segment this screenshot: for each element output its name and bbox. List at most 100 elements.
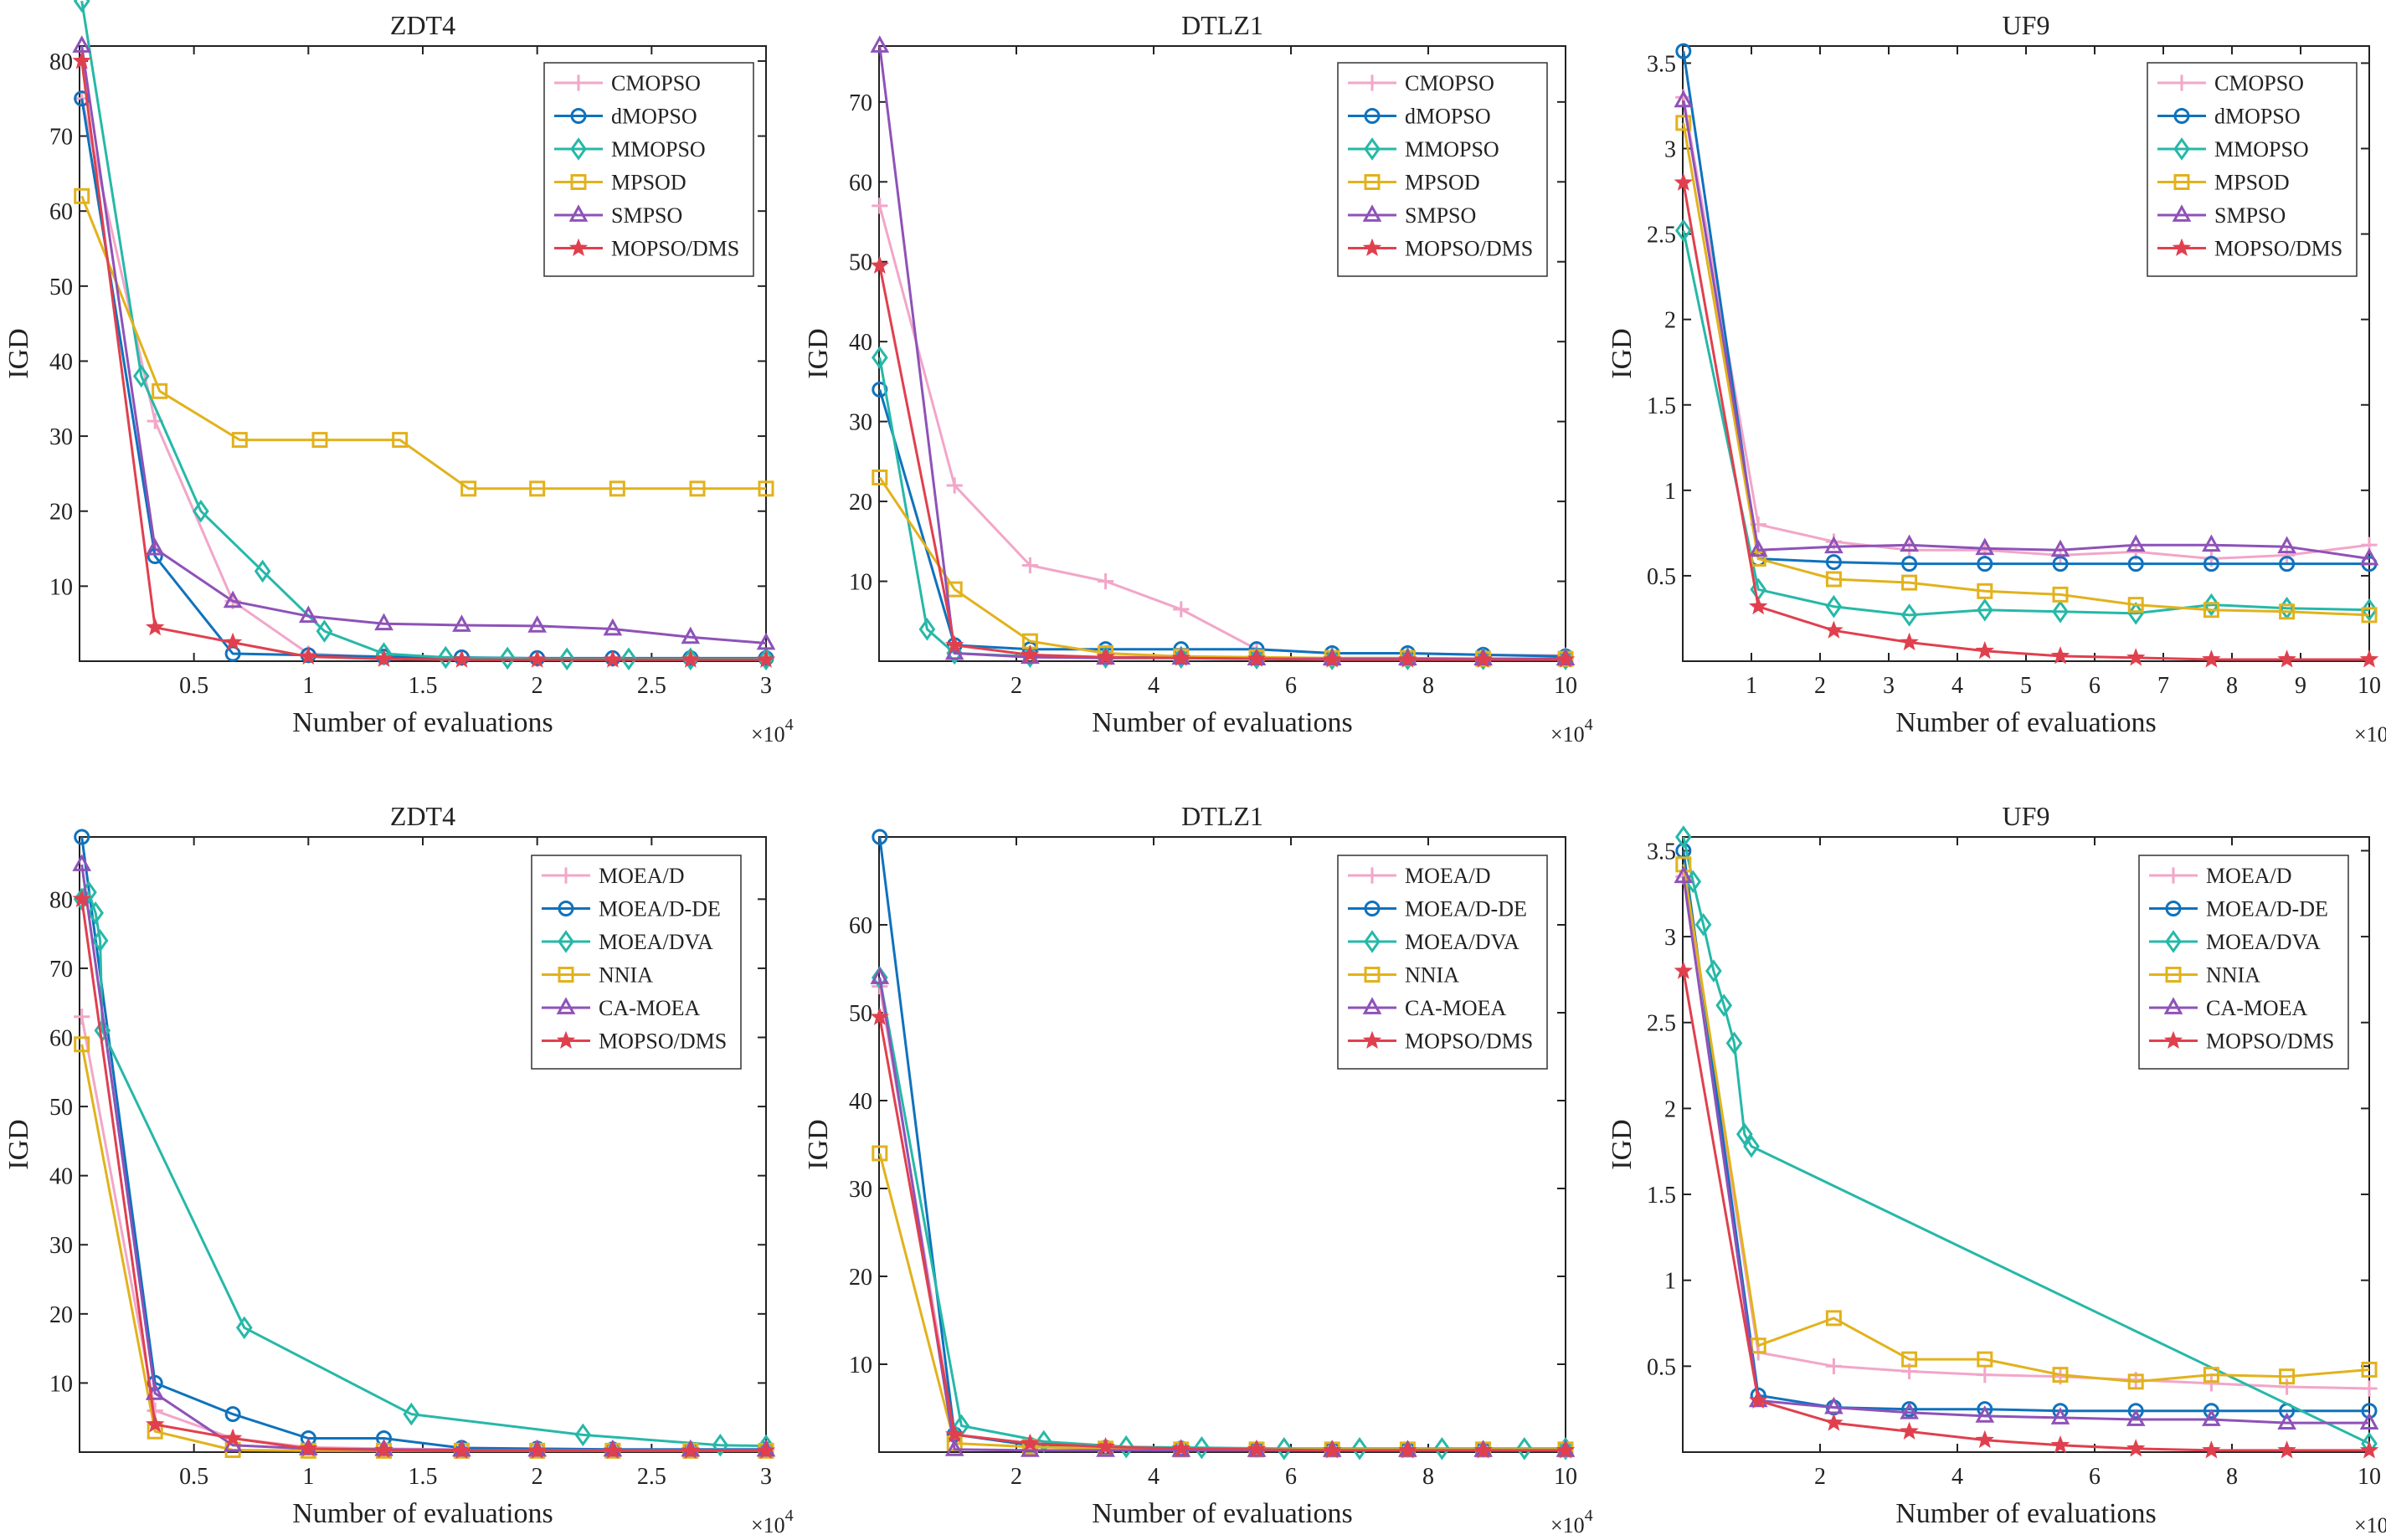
legend-marker — [568, 204, 589, 222]
data-point — [299, 1439, 318, 1457]
chart-panel: DTLZ1 2 4 6 8 10 10 20 30 40 50 60 70 Number of evalu… — [803, 10, 1593, 747]
data-point — [2050, 539, 2070, 557]
data-point — [1556, 649, 1576, 668]
data-point — [1096, 1436, 1115, 1455]
data-point — [603, 649, 623, 668]
data-point — [1725, 1031, 1743, 1055]
y-tick-label: 80 — [49, 49, 73, 75]
y-tick-label: 3.5 — [1647, 51, 1676, 77]
data-point — [145, 537, 165, 556]
data-point — [1398, 1440, 1417, 1459]
data-point — [1743, 1134, 1760, 1158]
data-point — [944, 635, 964, 654]
data-point — [2126, 1439, 2146, 1457]
legend: MOEA/D MOEA/D-DE MOEA/DVA NNIA CA-MOEA MOPSO/… — [2138, 855, 2349, 1070]
data-point — [2126, 648, 2146, 666]
x-tick-label: 8 — [2226, 673, 2238, 699]
data-point — [452, 614, 471, 632]
x-axis-multiplier-exponent: 4 — [1585, 716, 1593, 734]
series-smpso — [72, 35, 776, 650]
data-point — [2277, 1412, 2296, 1430]
x-tick-label: 10 — [1554, 1464, 1577, 1490]
legend-marker — [1362, 997, 1382, 1014]
y-tick-label: 20 — [49, 500, 73, 526]
data-point — [1975, 537, 1995, 556]
data-point — [1900, 603, 1918, 627]
legend-marker — [1364, 74, 1381, 91]
data-point — [437, 645, 455, 670]
data-point — [298, 605, 318, 624]
data-point — [756, 649, 776, 668]
data-point — [152, 382, 168, 399]
x-tick-label: 2.5 — [637, 673, 666, 699]
x-tick-label: 6 — [1285, 1464, 1297, 1490]
y-tick-label: 30 — [849, 410, 872, 436]
chart-panel: ZDT4 0.5 1 1.5 2 2.5 3 10 20 30 40 50 60 70 80 Number o… — [3, 0, 794, 747]
data-point — [193, 499, 209, 523]
legend-marker — [558, 867, 574, 884]
y-tick-label: 60 — [849, 913, 872, 939]
data-point — [403, 1402, 420, 1426]
legend-entry: dMOPSO — [2214, 105, 2301, 129]
x-tick-label: 10 — [1554, 673, 1577, 699]
data-point — [1824, 1396, 1843, 1414]
series-line — [878, 265, 1566, 661]
data-point — [1825, 1358, 1842, 1374]
legend-marker — [556, 997, 576, 1014]
legend-entry: MOPSO/DMS — [1405, 237, 1533, 261]
data-point — [2050, 1435, 2070, 1454]
data-point — [620, 647, 637, 671]
data-point — [1975, 640, 1995, 660]
series-line — [80, 60, 766, 661]
y-tick-label: 0.5 — [1647, 1354, 1676, 1380]
plot-area — [1682, 836, 2370, 1453]
data-point — [712, 1433, 729, 1457]
y-tick-label: 10 — [49, 574, 73, 600]
data-point — [1901, 556, 1918, 572]
data-point — [2202, 534, 2221, 552]
series-line — [1682, 836, 2370, 1445]
legend-marker — [558, 930, 574, 953]
x-tick-label: 9 — [2295, 673, 2306, 699]
data-point — [1247, 1439, 1267, 1458]
data-point — [1322, 649, 1342, 668]
legend-marker — [2173, 174, 2190, 190]
legend-marker — [2173, 74, 2190, 91]
data-point — [2203, 1403, 2219, 1419]
y-tick-label: 60 — [49, 1025, 73, 1051]
data-point — [1021, 557, 1038, 574]
data-point — [74, 1036, 90, 1053]
legend-entry: MOEA/D-DE — [599, 897, 721, 921]
legend-entry: MOEA/D — [1405, 864, 1491, 888]
y-tick-label: 20 — [849, 1265, 872, 1291]
data-point — [872, 829, 888, 845]
x-tick-label: 3 — [760, 1464, 772, 1490]
y-axis-label: IGD — [3, 1119, 34, 1169]
legend-entry: dMOPSO — [1405, 105, 1491, 129]
data-point — [72, 889, 91, 907]
data-point — [1515, 1437, 1533, 1460]
data-point — [74, 187, 90, 204]
data-point — [452, 1440, 471, 1459]
data-point — [689, 480, 706, 497]
legend-entry: MMOPSO — [2214, 137, 2309, 162]
legend-entry: SMPSO — [1405, 203, 1476, 228]
data-point — [1473, 649, 1493, 668]
data-point — [1021, 644, 1040, 663]
data-point — [316, 619, 333, 643]
data-point — [374, 613, 393, 631]
x-tick-label: 10 — [2358, 1464, 2381, 1490]
legend-marker — [2163, 1030, 2183, 1050]
data-point — [374, 1440, 393, 1459]
x-tick-label: 5 — [2020, 673, 2032, 699]
y-tick-label: 70 — [49, 125, 73, 151]
x-tick-label: 6 — [2089, 673, 2101, 699]
x-tick-label: 1.5 — [409, 673, 438, 699]
plot-area — [878, 836, 1566, 1453]
legend-entry: MMOPSO — [611, 137, 706, 162]
legend: CMOPSO dMOPSO MMOPSO MPSOD SMPSO MOPSO/DMS — [543, 62, 754, 277]
series-line — [80, 195, 766, 490]
data-point — [2126, 1409, 2146, 1426]
data-point — [2203, 1367, 2219, 1383]
x-tick-label: 8 — [1422, 673, 1434, 699]
